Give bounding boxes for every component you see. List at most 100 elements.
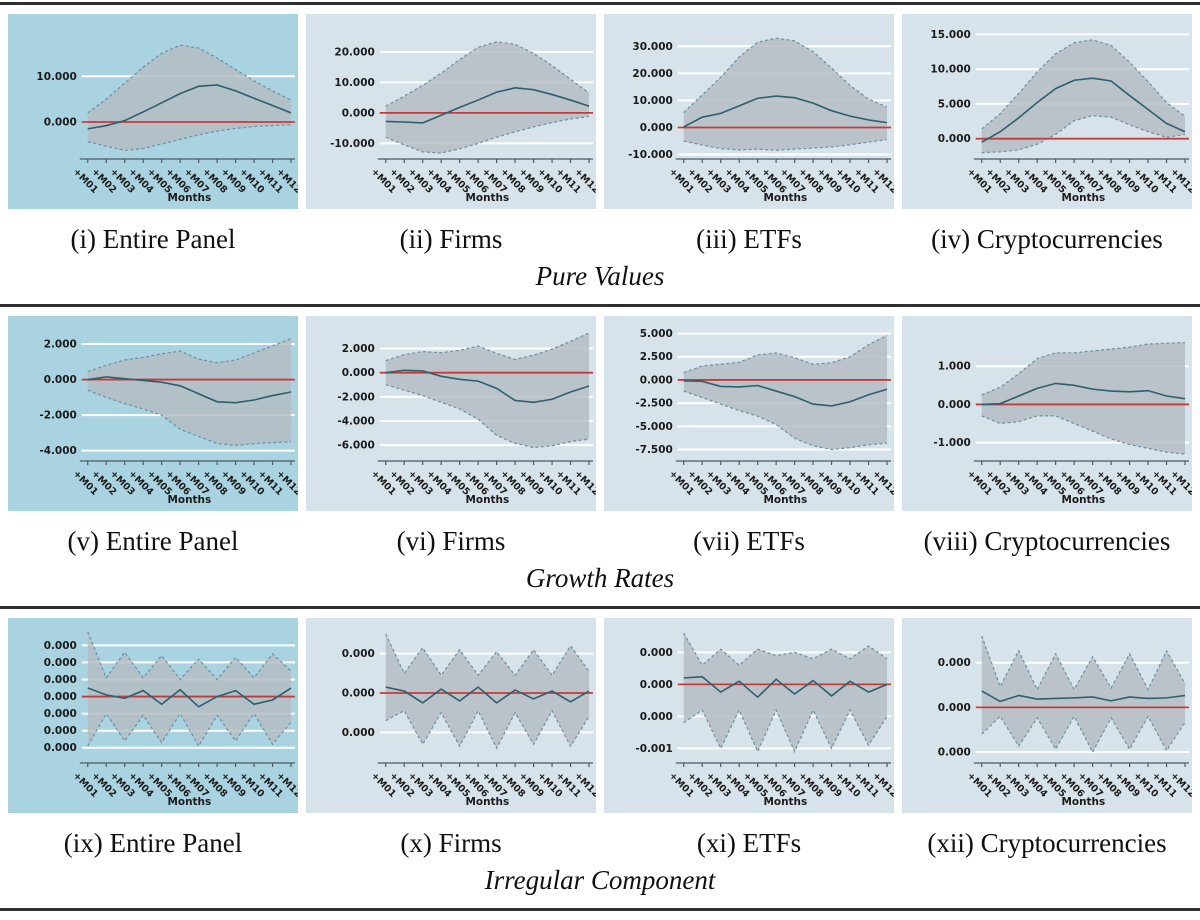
svg-text:0.000: 0.000 [938,747,971,759]
chart-caption: (v) Entire Panel [67,526,239,556]
chart-panel: +M01 +M02 +M03 +M04 +M05 +M06 +M07 +M08 +M09 +M10… [902,316,1192,511]
svg-text:0.000: 0.000 [44,657,77,669]
svg-text:Months: Months [466,796,510,808]
svg-text:0.000: 0.000 [44,374,77,386]
caption-row: (v) Entire Panel (vi) Firms (vii) ETFs (… [0,511,1200,557]
chart-xi-etfs: +M01+M02+M03+M04+M05+M06+M07+M08+M09+M10… [604,618,894,813]
chart-caption: (ii) Firms [399,224,503,254]
chart-panel: +M01 +M02 +M03 +M04 +M05 +M06 +M07 +M08 +M09 +M10… [306,14,596,209]
svg-text:Months: Months [466,494,510,506]
chart-caption: (ix) Entire Panel [63,828,243,858]
svg-text:Months: Months [168,494,212,506]
svg-text:2.000: 2.000 [342,343,375,355]
svg-text:-4.000: -4.000 [337,415,374,427]
svg-text:Months: Months [764,192,808,204]
chart-iv-cryptocurrencies: +M01+M02+M03+M04+M05+M06+M07+M08+M09+M10… [902,14,1192,209]
svg-text:2.500: 2.500 [640,351,673,363]
top-divider [0,2,1200,5]
svg-text:0.000: 0.000 [342,107,375,119]
caption-row: (ix) Entire Panel (x) Firms (xi) ETFs (x… [0,813,1200,859]
svg-text:10.000: 10.000 [36,71,76,83]
svg-text:0.000: 0.000 [640,647,673,659]
svg-text:-10.000: -10.000 [628,149,673,161]
svg-text:10.000: 10.000 [334,77,374,89]
chart-caption: (xi) ETFs [696,828,802,858]
chart-panel: +M01 +M02 +M03 +M04 +M05 +M06 +M07 +M08 +M09 +M10… [604,618,894,813]
svg-text:0.000: 0.000 [44,674,77,686]
chart-viii-cryptocurrencies: +M01+M02+M03+M04+M05+M06+M07+M08+M09+M10… [902,316,1192,511]
svg-text:Months: Months [1062,796,1106,808]
svg-text:0.000: 0.000 [44,742,77,754]
section-title: Irregular Component [484,865,716,895]
chart-i-entire-panel: +M01+M02+M03+M04+M05+M06+M07+M08+M09+M10… [8,14,298,209]
chart-ii-firms: +M01+M02+M03+M04+M05+M06+M07+M08+M09+M10… [306,14,596,209]
svg-text:2.000: 2.000 [44,338,77,350]
chart-caption: (iv) Cryptocurrencies [931,224,1163,254]
chart-vii-etfs: +M01+M02+M03+M04+M05+M06+M07+M08+M09+M10… [604,316,894,511]
section-pure-values: +M01 +M02 +M03 +M04 +M05 +M06 +M07 +M08 +M09 +M10… [0,5,1200,292]
svg-text:15.000: 15.000 [930,29,970,41]
svg-text:Months: Months [168,192,212,204]
svg-text:10.000: 10.000 [930,64,970,76]
svg-text:Months: Months [764,796,808,808]
chart-x-firms: +M01+M02+M03+M04+M05+M06+M07+M08+M09+M10… [306,618,596,813]
svg-text:0.000: 0.000 [44,691,77,703]
caption-row: (i) Entire Panel (ii) Firms (iii) ETFs (… [0,209,1200,255]
chart-panel: +M01 +M02 +M03 +M04 +M05 +M06 +M07 +M08 +M09 +M10… [8,316,298,511]
chart-row-growth-rates: +M01 +M02 +M03 +M04 +M05 +M06 +M07 +M08 +M09 +M10… [0,307,1200,511]
chart-row-irregular-component: +M01 +M02 +M03 +M04 +M05 +M06 +M07 +M08 +M09 +M10… [0,609,1200,813]
chart-caption: (viii) Cryptocurrencies [923,526,1171,556]
svg-text:10.000: 10.000 [632,95,672,107]
section-title: Growth Rates [525,563,675,593]
svg-text:Months: Months [466,192,510,204]
svg-text:0.000: 0.000 [640,711,673,723]
chart-vi-firms: +M01+M02+M03+M04+M05+M06+M07+M08+M09+M10… [306,316,596,511]
chart-caption: (xii) Cryptocurrencies [927,828,1167,858]
svg-text:0.000: 0.000 [938,657,971,669]
svg-text:20.000: 20.000 [632,68,672,80]
svg-text:Months: Months [1062,494,1106,506]
chart-panel: +M01 +M02 +M03 +M04 +M05 +M06 +M07 +M08 +M09 +M10… [306,618,596,813]
svg-text:-10.000: -10.000 [330,138,375,150]
svg-text:0.000: 0.000 [640,374,673,386]
svg-text:-0.001: -0.001 [635,743,672,755]
chart-panel: +M01 +M02 +M03 +M04 +M05 +M06 +M07 +M08 +M09 +M10… [8,14,298,209]
svg-text:-2.000: -2.000 [39,410,76,422]
svg-text:0.000: 0.000 [342,687,375,699]
section-divider [0,606,1200,609]
svg-text:5.000: 5.000 [640,328,673,340]
chart-caption: (iii) ETFs [696,224,802,254]
svg-text:Months: Months [764,494,808,506]
svg-text:0.000: 0.000 [342,367,375,379]
chart-panel: +M01 +M02 +M03 +M04 +M05 +M06 +M07 +M08 +M09 +M10… [604,14,894,209]
svg-text:Months: Months [168,796,212,808]
svg-text:-4.000: -4.000 [39,445,76,457]
svg-text:0.000: 0.000 [938,702,971,714]
svg-text:5.000: 5.000 [938,98,971,110]
svg-text:-2.000: -2.000 [337,391,374,403]
svg-text:-7.500: -7.500 [635,444,672,456]
chart-panel: +M01 +M02 +M03 +M04 +M05 +M06 +M07 +M08 +M09 +M10… [902,618,1192,813]
chart-row-pure-values: +M01 +M02 +M03 +M04 +M05 +M06 +M07 +M08 +M09 +M10… [0,5,1200,209]
section-growth-rates: +M01 +M02 +M03 +M04 +M05 +M06 +M07 +M08 +M09 +M10… [0,307,1200,594]
svg-text:0.000: 0.000 [938,133,971,145]
svg-text:0.000: 0.000 [342,727,375,739]
chart-iii-etfs: +M01+M02+M03+M04+M05+M06+M07+M08+M09+M10… [604,14,894,209]
svg-text:0.000: 0.000 [44,116,77,128]
svg-text:0.000: 0.000 [44,708,77,720]
svg-text:1.000: 1.000 [938,361,971,373]
svg-text:Months: Months [1062,192,1106,204]
chart-ix-entire-panel: +M01+M02+M03+M04+M05+M06+M07+M08+M09+M10… [8,618,298,813]
chart-panel: +M01 +M02 +M03 +M04 +M05 +M06 +M07 +M08 +M09 +M10… [604,316,894,511]
chart-panel: +M01 +M02 +M03 +M04 +M05 +M06 +M07 +M08 +M09 +M10… [902,14,1192,209]
svg-text:0.000: 0.000 [640,679,673,691]
svg-text:-5.000: -5.000 [635,421,672,433]
svg-text:0.000: 0.000 [342,648,375,660]
chart-caption: (vii) ETFs [693,526,805,556]
chart-caption: (x) Firms [400,828,502,858]
chart-caption: (i) Entire Panel [70,224,236,254]
svg-text:-2.500: -2.500 [635,398,672,410]
svg-text:0.000: 0.000 [44,725,77,737]
svg-text:-1.000: -1.000 [933,437,970,449]
section-divider [0,304,1200,307]
